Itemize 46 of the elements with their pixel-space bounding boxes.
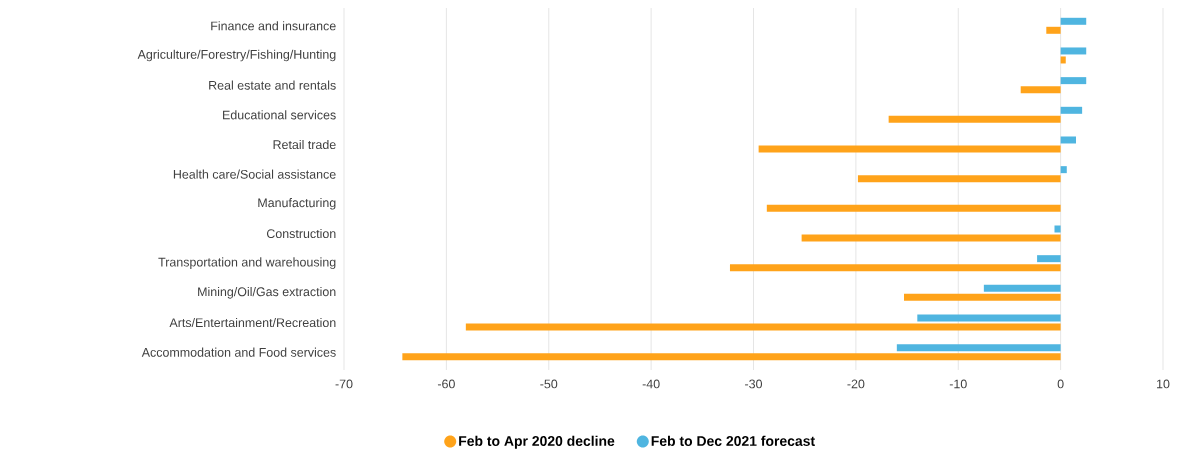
x-tick-label: -70	[335, 379, 353, 389]
y-tick-label: Transportation and warehousing	[158, 257, 336, 269]
y-tick-label: Agriculture/Forestry/Fishing/Hunting	[137, 49, 336, 62]
bar	[983, 284, 1061, 292]
bar	[1054, 225, 1061, 233]
bar	[766, 204, 1061, 212]
x-tick-label: 0	[1057, 379, 1064, 389]
x-tick-label: -50	[540, 379, 558, 389]
bar	[1020, 86, 1061, 94]
bar	[1060, 166, 1067, 174]
x-tick-label: 10	[1157, 379, 1170, 389]
bar	[904, 293, 1061, 301]
bar	[729, 264, 1061, 272]
bar	[1060, 106, 1083, 114]
y-tick-label: Real estate and rentals	[209, 80, 336, 90]
bar	[1060, 56, 1066, 64]
y-tick-label: Arts/Entertainment/Recreation	[169, 317, 336, 328]
bar	[1060, 77, 1087, 85]
bar	[402, 353, 1061, 361]
legend-label: Feb to Apr 2020 decline	[459, 435, 615, 449]
bar	[1060, 136, 1076, 144]
bar	[1060, 47, 1087, 55]
bar	[465, 323, 1061, 331]
y-tick-label: Accommodation and Food services	[141, 347, 336, 357]
y-tick-label: Construction	[266, 228, 336, 239]
bar	[801, 234, 1061, 242]
bar	[758, 145, 1061, 153]
bar	[917, 314, 1061, 322]
x-tick-label: -30	[745, 379, 763, 389]
legend-label: Feb to Dec 2021 forecast	[651, 435, 815, 446]
x-tick-label: -40	[642, 379, 660, 389]
y-tick-label: Mining/Oil/Gas extraction	[198, 287, 336, 299]
y-tick-label: Finance and insurance	[211, 21, 336, 31]
bar	[1046, 26, 1061, 34]
x-tick-label: -20	[847, 379, 865, 389]
y-tick-label: Manufacturing	[258, 198, 336, 210]
bar	[888, 115, 1061, 123]
x-tick-label: -10	[949, 379, 967, 389]
y-tick-label: Educational services	[223, 110, 336, 120]
x-tick-label: -60	[437, 379, 455, 389]
bar	[1060, 17, 1087, 25]
bar	[1037, 255, 1061, 263]
y-tick-label: Retail trade	[273, 139, 336, 150]
bar	[857, 175, 1061, 183]
bar	[896, 344, 1061, 352]
y-tick-label: Health care/Social assistance	[173, 169, 336, 179]
